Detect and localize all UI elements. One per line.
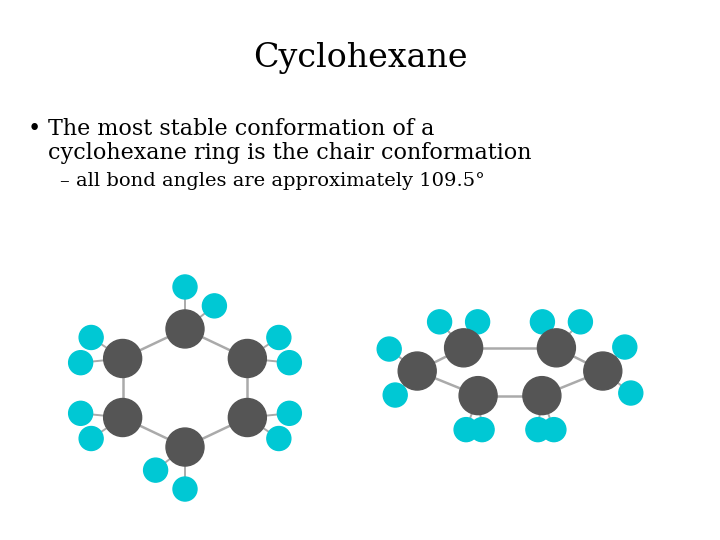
- Circle shape: [584, 352, 622, 390]
- Circle shape: [377, 337, 401, 361]
- Circle shape: [68, 350, 93, 375]
- Circle shape: [68, 401, 93, 426]
- Circle shape: [143, 458, 168, 482]
- Circle shape: [79, 427, 103, 450]
- Circle shape: [523, 376, 561, 415]
- Circle shape: [166, 310, 204, 348]
- Circle shape: [166, 428, 204, 466]
- Circle shape: [277, 401, 302, 426]
- Circle shape: [104, 340, 142, 377]
- Text: – all bond angles are approximately 109.5°: – all bond angles are approximately 109.…: [60, 172, 485, 190]
- Circle shape: [79, 326, 103, 349]
- Circle shape: [173, 477, 197, 501]
- Text: The most stable conformation of a: The most stable conformation of a: [48, 118, 434, 140]
- Circle shape: [613, 335, 636, 359]
- Circle shape: [459, 376, 497, 415]
- Circle shape: [277, 350, 302, 375]
- Circle shape: [466, 310, 490, 334]
- Circle shape: [618, 381, 643, 405]
- Circle shape: [228, 399, 266, 436]
- Circle shape: [445, 329, 482, 367]
- Circle shape: [173, 275, 197, 299]
- Circle shape: [267, 326, 291, 349]
- Circle shape: [568, 310, 593, 334]
- Circle shape: [383, 383, 408, 407]
- Circle shape: [202, 294, 226, 318]
- Circle shape: [104, 399, 142, 436]
- Circle shape: [228, 340, 266, 377]
- Circle shape: [526, 417, 550, 442]
- Circle shape: [267, 427, 291, 450]
- Text: Cyclohexane: Cyclohexane: [253, 42, 467, 74]
- Circle shape: [542, 417, 566, 442]
- Text: •: •: [28, 118, 41, 140]
- Text: cyclohexane ring is the chair conformation: cyclohexane ring is the chair conformati…: [48, 142, 531, 164]
- Circle shape: [531, 310, 554, 334]
- Circle shape: [537, 329, 575, 367]
- Circle shape: [428, 310, 451, 334]
- Circle shape: [470, 417, 494, 442]
- Circle shape: [398, 352, 436, 390]
- Circle shape: [454, 417, 478, 442]
